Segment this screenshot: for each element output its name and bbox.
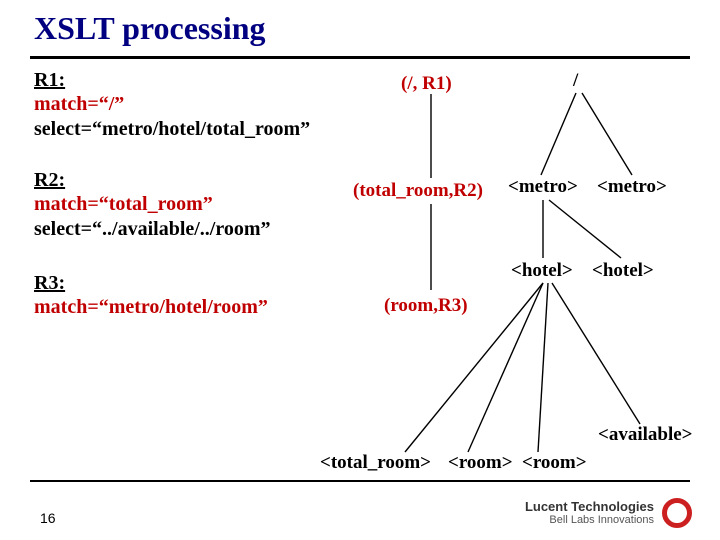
rule-r2: R2: match=“total_room” select=“../availa… [34,168,271,241]
footer-logo: Lucent Technologies Bell Labs Innovation… [525,498,692,528]
tree-node-hotel-1: <hotel> [511,260,573,282]
rule-r3-match: match=“metro/hotel/room” [34,296,268,318]
tree-node-root-slash: / [573,70,578,92]
rule-r2-select: select=“../available/../room” [34,218,271,240]
tree-node-hotel-2: <hotel> [592,260,654,282]
footer-brand: Lucent Technologies [525,499,654,514]
tree-node-total-room-match: (total_room,R2) [353,180,483,202]
footer-subbrand: Bell Labs Innovations [549,514,654,526]
tree-node-metro-1: <metro> [508,176,578,198]
rule-r3-label: R3: [34,272,65,294]
rule-r2-match: match=“total_room” [34,193,213,215]
page-title: XSLT processing [34,10,266,47]
divider-bottom [30,480,690,482]
tree-node-room-leaf-2: <room> [522,452,587,474]
rule-r1: R1: match=“/” select=“metro/hotel/total_… [34,68,310,141]
rule-r1-match: match=“/” [34,93,124,115]
tree-node-room-match: (room,R3) [384,295,468,317]
tree-node-available: <available> [598,424,693,446]
tree-node-total-room-leaf: <total_room> [320,452,431,474]
tree-node-metro-2: <metro> [597,176,667,198]
footer-text: Lucent Technologies Bell Labs Innovation… [525,500,654,526]
lucent-ring-icon [662,498,692,528]
rule-r1-select: select=“metro/hotel/total_room” [34,118,310,140]
slide: XSLT processing R1: match=“/” select=“me… [0,0,720,540]
tree-node-room-leaf-1: <room> [448,452,513,474]
divider-top [30,56,690,59]
page-number: 16 [40,510,56,526]
rule-r3: R3: match=“metro/hotel/room” [34,271,268,320]
rule-r1-label: R1: [34,69,65,91]
rule-r2-label: R2: [34,169,65,191]
tree-node-root-match: (/, R1) [401,73,452,95]
